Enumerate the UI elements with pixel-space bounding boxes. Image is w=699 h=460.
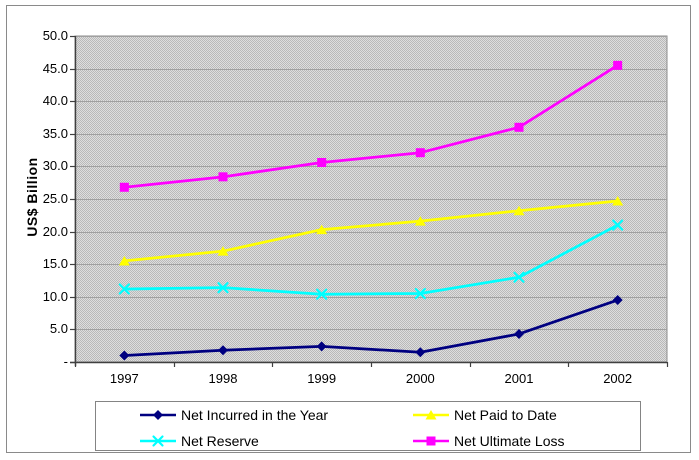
diamond-marker-icon: [153, 410, 163, 420]
series-net-reserve: [118, 219, 624, 300]
data-point: [414, 287, 426, 300]
series-net-paid-to-date: [118, 195, 624, 266]
x-tick-label: 1997: [109, 371, 139, 386]
data-point: [316, 224, 328, 235]
y-tick-label: 20.0: [42, 223, 68, 239]
y-tick-label: 25.0: [42, 191, 68, 206]
legend-item: Net Reserve: [140, 433, 259, 449]
data-point: [118, 255, 130, 266]
legend-item: Net Ultimate Loss: [413, 433, 564, 449]
x-marker-icon: [152, 435, 164, 447]
triangle-marker-icon: [425, 410, 437, 420]
legend-item: Net Paid to Date: [413, 407, 557, 423]
x-tick-label: 2001: [504, 371, 534, 386]
y-tick-label: 40.0: [42, 93, 68, 109]
data-point: [217, 246, 229, 256]
legend-box: Net Incurred in the Year Net Paid to Date…: [95, 401, 641, 451]
data-point: [415, 347, 426, 358]
y-tick-label: 30.0: [42, 158, 68, 174]
y-tick-label: 35.0: [42, 125, 68, 141]
legend-item: Net Incurred in the Year: [140, 407, 328, 423]
data-point: [612, 295, 623, 306]
data-point: [119, 182, 129, 192]
data-point: [217, 282, 229, 294]
square-marker-icon: [426, 436, 436, 446]
y-tick-label: 10.0: [42, 288, 68, 304]
data-point: [612, 219, 624, 231]
legend-key: [413, 410, 449, 420]
x-tick-label: 2002: [603, 371, 633, 386]
y-tick-label: 50.0: [42, 28, 68, 43]
axes: [70, 35, 669, 367]
y-tick-label: 15.0: [42, 256, 68, 272]
data-point: [415, 148, 425, 158]
data-point: [218, 345, 228, 356]
data-point: [218, 172, 228, 182]
series-net-incurred-in-the-year: [119, 295, 623, 361]
series-net-ultimate-loss: [119, 60, 623, 192]
legend-key: [140, 435, 176, 447]
data-point: [119, 350, 130, 361]
y-tick-label: 45.0: [42, 60, 68, 76]
legend-label: Net Incurred in the Year: [181, 407, 329, 423]
data-point: [612, 195, 624, 206]
legend-label: Net Paid to Date: [454, 407, 557, 423]
data-point: [118, 283, 130, 295]
data-point: [317, 157, 327, 167]
legend-key: [413, 436, 449, 446]
data-point: [513, 271, 525, 283]
data-point: [414, 216, 426, 226]
data-point: [514, 328, 524, 339]
gridlines: [75, 36, 667, 330]
y-tick-label: -: [63, 354, 68, 369]
legend-label: Net Ultimate Loss: [454, 433, 565, 449]
data-point: [514, 122, 524, 132]
y-tick-label: 5.0: [49, 321, 68, 337]
x-tick-label: 1999: [307, 371, 337, 386]
data-point: [316, 288, 328, 300]
data-point: [613, 60, 623, 70]
data-point: [316, 341, 327, 352]
data-point: [513, 205, 525, 216]
legend-label: Net Reserve: [181, 433, 259, 449]
x-tick-label: 2000: [405, 371, 435, 386]
x-tick-label: 1998: [208, 371, 238, 386]
legend-key: [140, 410, 176, 420]
